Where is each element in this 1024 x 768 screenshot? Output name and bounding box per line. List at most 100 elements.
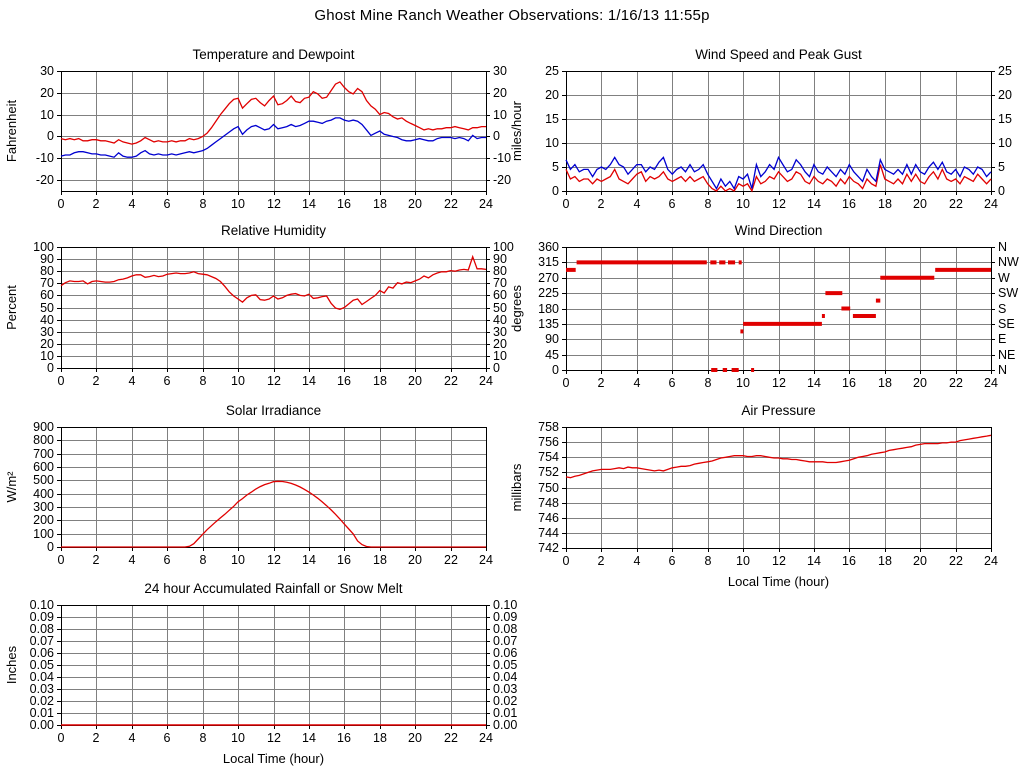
y-tick-label: 0.07 xyxy=(30,634,54,648)
chart-solar-irradiance: 0 2 4 6 8 10 12 14 16 18 20 22 24 0 100 200 300 400 500 600… xyxy=(0,395,540,610)
chart-title: Solar Irradiance xyxy=(226,403,321,418)
y-tick-label: 80 xyxy=(40,264,54,278)
y-tick-label: 90 xyxy=(40,252,54,266)
y-tick-label-right: 20 xyxy=(998,88,1012,102)
y-axis-label: Percent xyxy=(4,285,19,330)
chart-title: Relative Humidity xyxy=(221,223,326,238)
y-tick-label: 40 xyxy=(40,313,54,327)
y-tick-label: 0.04 xyxy=(30,670,54,684)
y-tick-label-right: 70 xyxy=(493,276,507,290)
y-tick-label: 0.03 xyxy=(30,682,54,696)
y-tick-label: 758 xyxy=(538,420,559,434)
y-tick-label: 90 xyxy=(545,332,559,346)
y-tick-label: 10 xyxy=(40,108,54,122)
plot-border xyxy=(61,247,487,369)
x-tick-label: 4 xyxy=(129,731,136,745)
y-tick-label-right: 60 xyxy=(493,288,507,302)
x-tick-label: 2 xyxy=(598,554,605,568)
x-tick-label: 12 xyxy=(267,553,281,567)
y-tick-label: 756 xyxy=(538,435,559,449)
y-tick-label-right: E xyxy=(998,332,1006,346)
y-tick-label: 754 xyxy=(538,450,559,464)
plot-border xyxy=(61,427,487,548)
y-tick-label-right: W xyxy=(998,271,1010,285)
y-tick-label-right: 40 xyxy=(493,313,507,327)
y-tick-label: 0.08 xyxy=(30,622,54,636)
x-tick-label: 10 xyxy=(736,197,750,211)
x-tick-label: 12 xyxy=(772,376,786,390)
y-tick-label-right: 30 xyxy=(493,325,507,339)
x-tick-label: 24 xyxy=(479,553,493,567)
x-tick-label: 2 xyxy=(93,197,100,211)
y-tick-label: 135 xyxy=(538,317,559,331)
x-tick-label: 8 xyxy=(200,374,207,388)
chart-canvas: 0 2 4 6 8 10 12 14 16 18 20 22 247427447467487507527… xyxy=(509,403,998,589)
y-tick-label-right: 80 xyxy=(493,264,507,278)
x-tick-label: 0 xyxy=(563,554,570,568)
x-tick-label: 18 xyxy=(373,731,387,745)
y-tick-label: 30 xyxy=(40,64,54,78)
chart-wind-speed-and-peak-gust: 0 2 4 6 8 10 12 14 16 18 20 22 24 0 0 5 5 10 10 15 15 20 20 25 2… xyxy=(505,39,1024,254)
y-tick-label-right: 25 xyxy=(998,64,1012,78)
y-tick-label: 700 xyxy=(33,447,54,461)
x-tick-label: 18 xyxy=(878,376,892,390)
x-tick-label: 10 xyxy=(231,553,245,567)
x-tick-label: 16 xyxy=(842,197,856,211)
x-tick-label: 22 xyxy=(444,197,458,211)
y-tick-label: 100 xyxy=(33,527,54,541)
x-tick-label: 0 xyxy=(563,197,570,211)
x-tick-label: 20 xyxy=(913,376,927,390)
y-tick-label-right: 0 xyxy=(998,184,1005,198)
y-tick-label: 750 xyxy=(538,481,559,495)
x-tick-label: 8 xyxy=(705,376,712,390)
series-air-pressure xyxy=(565,434,992,479)
y-tick-label: 600 xyxy=(33,460,54,474)
x-tick-label: 16 xyxy=(337,374,351,388)
x-tick-label: 8 xyxy=(705,554,712,568)
chart-relative-humidity: 0 2 4 6 8 10 12 14 16 18 20 22 24 0 0 10 10 20 20 30 30 40 40 5… xyxy=(0,215,540,431)
x-tick-label: 18 xyxy=(373,197,387,211)
series-peak-gust xyxy=(565,155,992,191)
y-tick-label-right: 0.03 xyxy=(493,682,517,696)
x-tick-label: 16 xyxy=(842,376,856,390)
series-solar-irradiance xyxy=(61,480,486,548)
chart-temperature-and-dewpoint: 0 2 4 6 8 10 12 14 16 18 20 22 24 -20 -20 -10 -10 0 0 10 10 2… xyxy=(0,39,540,254)
y-tick-label-right: -10 xyxy=(493,151,511,165)
chart-title: Temperature and Dewpoint xyxy=(192,47,354,62)
x-tick-label: 2 xyxy=(93,374,100,388)
x-tick-label: 4 xyxy=(634,197,641,211)
x-tick-label: 14 xyxy=(302,731,316,745)
y-tick-label: 0 xyxy=(47,129,54,143)
y-tick-label-right: 0 xyxy=(493,129,500,143)
y-tick-label: 20 xyxy=(40,337,54,351)
y-tick-label: -20 xyxy=(36,173,54,187)
x-tick-label: 14 xyxy=(302,553,316,567)
x-tick-label: 16 xyxy=(337,553,351,567)
x-tick-label: 4 xyxy=(634,554,641,568)
x-tick-label: 2 xyxy=(93,731,100,745)
y-tick-label-right: 0.10 xyxy=(493,598,517,612)
y-tick-label-right: 0.01 xyxy=(493,706,517,720)
x-tick-label: 24 xyxy=(479,374,493,388)
x-tick-label: 10 xyxy=(736,376,750,390)
x-tick-label: 4 xyxy=(634,376,641,390)
y-tick-label-right: 10 xyxy=(493,108,507,122)
x-tick-label: 22 xyxy=(949,197,963,211)
y-tick-label-right: 0.07 xyxy=(493,634,517,648)
x-tick-label: 2 xyxy=(598,376,605,390)
x-tick-label: 22 xyxy=(444,731,458,745)
x-axis-label: Local Time (hour) xyxy=(223,751,324,766)
chart-rainfall-snow-melt: 0 2 4 6 8 10 12 14 16 18 20 22 24 0.00 0.00 0.01 0.01 0.0… xyxy=(0,573,540,768)
y-tick-label: 180 xyxy=(538,302,559,316)
y-axis-label: millibars xyxy=(509,463,524,511)
y-tick-label-right: 50 xyxy=(493,301,507,315)
y-tick-label: 5 xyxy=(552,160,559,174)
series-temperature xyxy=(60,81,486,145)
x-tick-label: 2 xyxy=(598,197,605,211)
y-tick-label-right: 0.02 xyxy=(493,694,517,708)
x-tick-label: 6 xyxy=(669,376,676,390)
x-tick-label: 24 xyxy=(984,197,998,211)
y-tick-label-right: 0.08 xyxy=(493,622,517,636)
y-tick-label: 400 xyxy=(33,487,54,501)
y-tick-label: 0 xyxy=(47,540,54,554)
